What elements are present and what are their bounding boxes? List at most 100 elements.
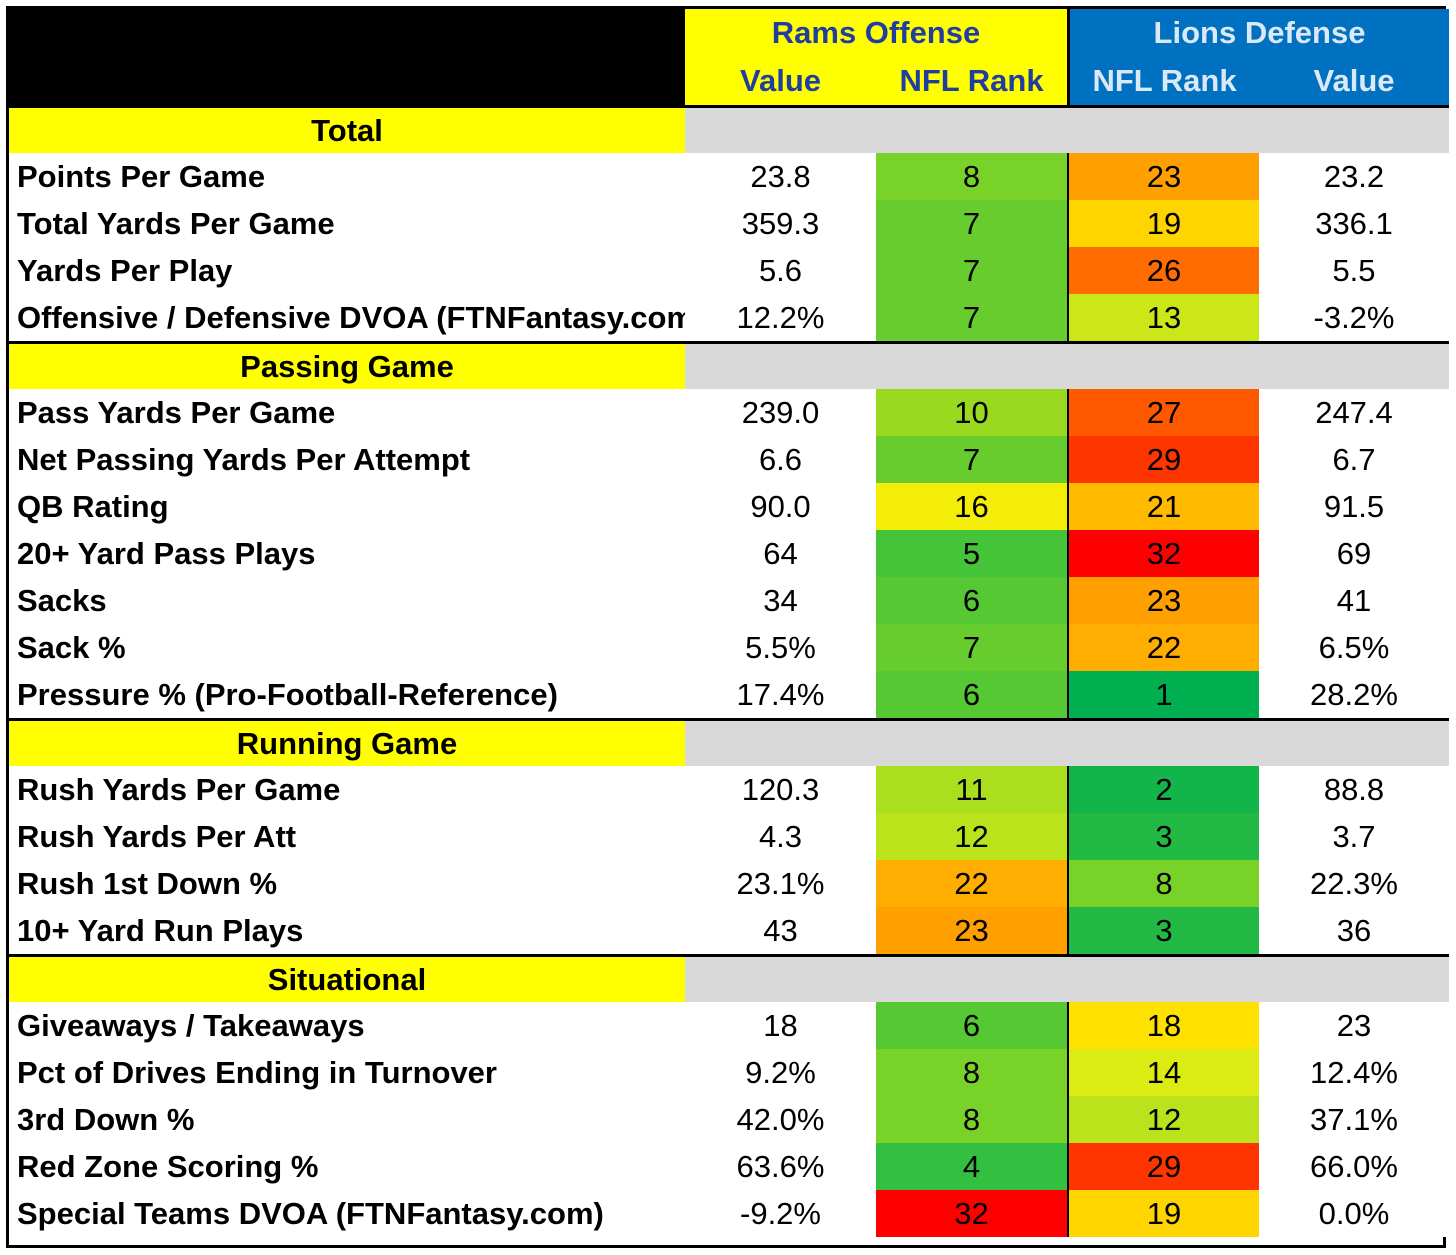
defense-value: 23.2 (1259, 153, 1449, 200)
offense-value: 12.2% (685, 294, 876, 341)
matchup-table: Rams Offense Lions Defense Value NFL Ran… (6, 6, 1449, 1248)
offense-rank: 22 (876, 860, 1067, 907)
defense-rank: 29 (1067, 1143, 1259, 1190)
defense-rank-header: NFL Rank (1067, 57, 1259, 105)
defense-value: 28.2% (1259, 671, 1449, 718)
offense-value: 34 (685, 577, 876, 624)
offense-value: 6.6 (685, 436, 876, 483)
offense-rank: 7 (876, 200, 1067, 247)
defense-rank: 19 (1067, 200, 1259, 247)
stat-label: QB Rating (9, 483, 685, 530)
offense-rank: 6 (876, 577, 1067, 624)
offense-rank: 32 (876, 1190, 1067, 1237)
stat-label: Rush Yards Per Att (9, 813, 685, 860)
offense-value: 63.6% (685, 1143, 876, 1190)
defense-value: 22.3% (1259, 860, 1449, 907)
stat-label: 10+ Yard Run Plays (9, 907, 685, 954)
defense-rank: 32 (1067, 530, 1259, 577)
offense-value: 17.4% (685, 671, 876, 718)
stat-label: Red Zone Scoring % (9, 1143, 685, 1190)
offense-value: 23.1% (685, 860, 876, 907)
stat-label: 3rd Down % (9, 1096, 685, 1143)
defense-rank: 22 (1067, 624, 1259, 671)
defense-value: 66.0% (1259, 1143, 1449, 1190)
defense-rank: 21 (1067, 483, 1259, 530)
defense-rank: 2 (1067, 766, 1259, 813)
defense-value: 88.8 (1259, 766, 1449, 813)
defense-value: 336.1 (1259, 200, 1449, 247)
stat-label: 20+ Yard Pass Plays (9, 530, 685, 577)
offense-rank: 16 (876, 483, 1067, 530)
offense-rank: 7 (876, 247, 1067, 294)
stat-label: Rush 1st Down % (9, 860, 685, 907)
stat-label: Pct of Drives Ending in Turnover (9, 1049, 685, 1096)
offense-rank: 23 (876, 907, 1067, 954)
offense-team-header: Rams Offense (685, 9, 1067, 57)
section-title: Total (9, 105, 685, 153)
stat-label: Sack % (9, 624, 685, 671)
defense-value: 6.7 (1259, 436, 1449, 483)
stat-label: Special Teams DVOA (FTNFantasy.com) (9, 1190, 685, 1237)
offense-rank: 7 (876, 294, 1067, 341)
offense-rank-header: NFL Rank (876, 57, 1067, 105)
offense-value: 43 (685, 907, 876, 954)
defense-rank: 26 (1067, 247, 1259, 294)
section-band (685, 341, 1449, 389)
offense-rank: 12 (876, 813, 1067, 860)
stat-label: Offensive / Defensive DVOA (FTNFantasy.c… (9, 294, 685, 341)
defense-rank: 3 (1067, 907, 1259, 954)
defense-team-header: Lions Defense (1067, 9, 1449, 57)
offense-rank: 6 (876, 671, 1067, 718)
defense-value: 5.5 (1259, 247, 1449, 294)
offense-rank: 10 (876, 389, 1067, 436)
defense-value: 69 (1259, 530, 1449, 577)
defense-value: 12.4% (1259, 1049, 1449, 1096)
offense-rank: 7 (876, 624, 1067, 671)
stat-label: Net Passing Yards Per Attempt (9, 436, 685, 483)
stat-label: Rush Yards Per Game (9, 766, 685, 813)
offense-value: 359.3 (685, 200, 876, 247)
offense-value: 90.0 (685, 483, 876, 530)
defense-value-header: Value (1259, 57, 1449, 105)
offense-value: 239.0 (685, 389, 876, 436)
defense-rank: 1 (1067, 671, 1259, 718)
defense-rank: 13 (1067, 294, 1259, 341)
defense-rank: 3 (1067, 813, 1259, 860)
defense-value: -3.2% (1259, 294, 1449, 341)
offense-value: 23.8 (685, 153, 876, 200)
defense-rank: 27 (1067, 389, 1259, 436)
offense-rank: 4 (876, 1143, 1067, 1190)
defense-rank: 29 (1067, 436, 1259, 483)
stat-label: Total Yards Per Game (9, 200, 685, 247)
defense-rank: 8 (1067, 860, 1259, 907)
defense-value: 37.1% (1259, 1096, 1449, 1143)
defense-value: 247.4 (1259, 389, 1449, 436)
section-title: Running Game (9, 718, 685, 766)
section-band (685, 718, 1449, 766)
offense-value: 4.3 (685, 813, 876, 860)
offense-value: 120.3 (685, 766, 876, 813)
offense-value: 18 (685, 1002, 876, 1049)
stat-label: Points Per Game (9, 153, 685, 200)
stat-label: Pressure % (Pro-Football-Reference) (9, 671, 685, 718)
section-title: Passing Game (9, 341, 685, 389)
defense-rank: 23 (1067, 153, 1259, 200)
offense-rank: 5 (876, 530, 1067, 577)
offense-value: -9.2% (685, 1190, 876, 1237)
offense-rank: 7 (876, 436, 1067, 483)
defense-rank: 23 (1067, 577, 1259, 624)
defense-value: 0.0% (1259, 1190, 1449, 1237)
defense-value: 3.7 (1259, 813, 1449, 860)
offense-rank: 8 (876, 153, 1067, 200)
offense-rank: 8 (876, 1049, 1067, 1096)
offense-rank: 8 (876, 1096, 1067, 1143)
section-band (685, 105, 1449, 153)
offense-value-header: Value (685, 57, 876, 105)
stat-label: Yards Per Play (9, 247, 685, 294)
stat-label: Sacks (9, 577, 685, 624)
section-title: Situational (9, 954, 685, 1002)
defense-value: 91.5 (1259, 483, 1449, 530)
offense-value: 42.0% (685, 1096, 876, 1143)
offense-value: 5.5% (685, 624, 876, 671)
offense-value: 5.6 (685, 247, 876, 294)
